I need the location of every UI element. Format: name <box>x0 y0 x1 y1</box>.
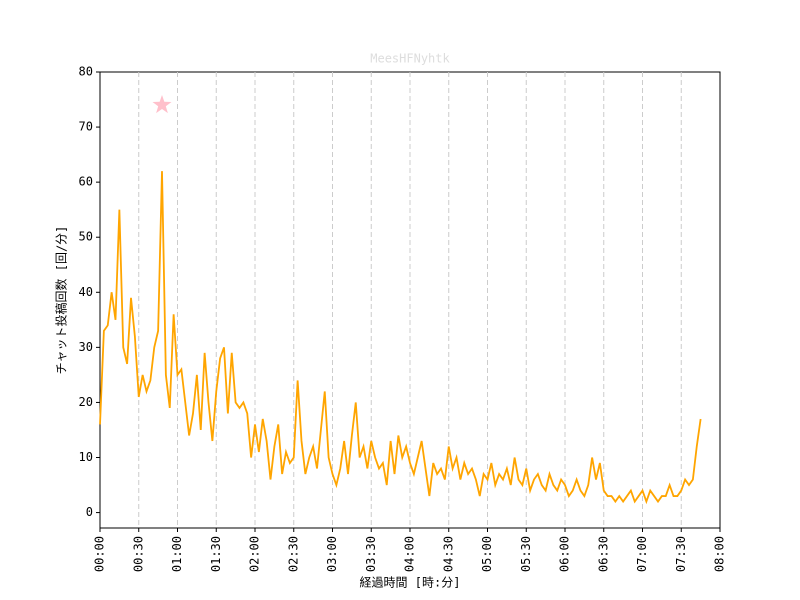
x-tick-label: 05:30 <box>519 536 533 572</box>
y-tick-label: 50 <box>79 230 93 244</box>
x-tick-label: 05:00 <box>480 536 494 572</box>
x-tick-label: 04:00 <box>403 536 417 572</box>
x-tick-label: 01:30 <box>209 536 223 572</box>
x-tick-label: 08:00 <box>713 536 727 572</box>
y-tick-label: 30 <box>79 340 93 354</box>
x-axis-label: 経過時間 [時:分] <box>360 576 461 590</box>
y-tick-label: 20 <box>79 395 93 409</box>
peak-marker <box>152 95 172 114</box>
x-tick-label: 02:00 <box>248 536 262 572</box>
x-tick-label: 03:00 <box>325 536 339 572</box>
y-tick-label: 10 <box>79 450 93 464</box>
x-tick-label: 00:00 <box>93 536 107 572</box>
x-tick-label: 02:30 <box>286 536 300 572</box>
y-tick-label: 0 <box>86 505 93 519</box>
x-tick-label: 00:30 <box>131 536 145 572</box>
y-tick-label: 80 <box>79 65 93 79</box>
y-axis-label: チャット投稿回数 [回/分] <box>54 226 69 375</box>
x-tick-label: 04:30 <box>441 536 455 572</box>
data-line <box>99 171 702 505</box>
y-tick-label: 70 <box>79 120 93 134</box>
x-tick-label: 07:30 <box>674 536 688 572</box>
y-tick-label: 40 <box>79 285 93 299</box>
y-tick-label: 60 <box>79 175 93 189</box>
x-tick-label: 07:00 <box>635 536 649 572</box>
x-tick-label: 06:00 <box>558 536 572 572</box>
x-tick-label: 03:30 <box>364 536 378 572</box>
x-tick-label: 06:30 <box>596 536 610 572</box>
x-tick-label: 01:00 <box>170 536 184 572</box>
chart-title: MeesHFNyhtk <box>370 52 450 66</box>
